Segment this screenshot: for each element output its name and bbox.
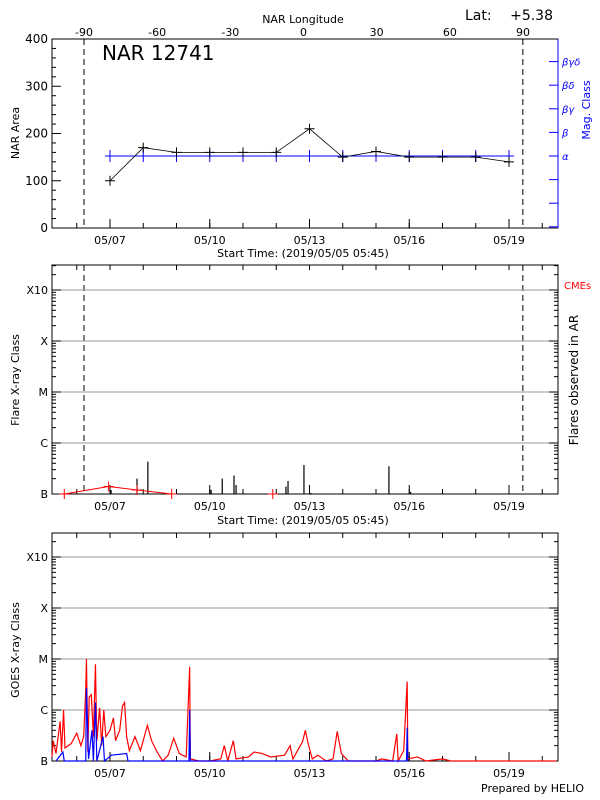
mag-class-tick-label: α <box>562 152 569 163</box>
y-tick-label: X <box>40 335 48 348</box>
top-axis-label: NAR Longitude <box>262 13 344 26</box>
y-tick-label: 0 <box>40 221 48 235</box>
x-tick-label: 05/07 <box>94 500 126 513</box>
area-marker <box>470 152 481 163</box>
area-marker <box>271 147 282 158</box>
y-tick-label: X10 <box>26 284 48 297</box>
plot-frame-2 <box>51 264 559 495</box>
area-marker <box>371 146 381 157</box>
y-tick-label: B <box>40 488 48 501</box>
nar-area-axis-label: NAR Area <box>9 107 22 159</box>
longitude-tick-label: 90 <box>516 26 530 39</box>
cme-marker <box>132 484 143 495</box>
y-tick-label: B <box>40 755 48 768</box>
cme-marker <box>166 489 177 499</box>
x-tick-label: 05/13 <box>294 500 326 513</box>
x-tick-label: 05/16 <box>393 500 425 513</box>
goes_short-line <box>55 687 409 763</box>
longitude-tick-label: 30 <box>370 26 384 39</box>
longitude-tick-label: 0 <box>300 26 307 39</box>
y-tick-label: X <box>40 602 48 615</box>
y-tick-label: 100 <box>25 174 48 188</box>
y-tick-label: 300 <box>25 79 48 93</box>
panel2-x-axis-label: Start Time: (2019/05/05 05:45) <box>217 514 389 527</box>
x-tick-label: 05/19 <box>493 767 525 780</box>
panel1-x-axis-label: Start Time: (2019/05/05 05:45) <box>217 247 389 260</box>
y-tick-label: M <box>39 653 49 666</box>
x-tick-label: 05/19 <box>493 234 525 247</box>
area-marker <box>171 147 182 158</box>
cme-marker <box>59 489 70 499</box>
credit-label: Prepared by HELIO <box>481 782 584 795</box>
mag-class-marker <box>304 150 315 162</box>
y-tick-label: 200 <box>25 127 48 141</box>
mag-class-tick-label: βδ <box>561 81 575 92</box>
lat-label: Lat: <box>465 8 492 24</box>
area-marker <box>138 142 149 153</box>
flares-observed-axis-label: Flares observed in AR <box>567 315 581 445</box>
flare-class-axis-label: Flare X-ray Class <box>9 334 22 426</box>
cme-marker <box>267 489 278 499</box>
area-marker <box>337 152 348 163</box>
x-tick-label: 05/13 <box>294 767 326 780</box>
cme-legend-label: CMEs <box>564 281 591 292</box>
region-title: NAR 12741 <box>102 41 215 65</box>
area-marker <box>404 152 415 163</box>
x-tick-label: 05/10 <box>194 234 226 247</box>
longitude-tick-label: 60 <box>443 26 457 39</box>
x-tick-label: 05/07 <box>94 234 126 247</box>
y-tick-label: 400 <box>25 32 48 46</box>
y-tick-label: M <box>39 386 49 399</box>
mag-class-tick-label: βγδ <box>561 58 580 69</box>
mag-class-tick-label: β <box>561 128 569 139</box>
x-tick-label: 05/07 <box>94 767 126 780</box>
x-tick-label: 05/16 <box>393 234 425 247</box>
area-marker <box>504 156 514 167</box>
mag-class-axis-label: Mag. Class <box>580 80 593 139</box>
y-tick-label: C <box>40 437 48 450</box>
x-tick-label: 05/13 <box>294 234 326 247</box>
area-marker <box>437 152 448 163</box>
area-marker <box>204 147 215 158</box>
cme-marker <box>103 481 114 492</box>
longitude-tick-label: -30 <box>221 26 239 39</box>
goes-class-axis-label: GOES X-ray Class <box>9 602 22 698</box>
x-tick-label: 05/16 <box>393 767 425 780</box>
y-tick-label: X10 <box>26 551 48 564</box>
area-marker <box>238 147 248 158</box>
y-tick-label: C <box>40 704 48 717</box>
area-marker <box>304 123 315 134</box>
x-tick-label: 05/10 <box>194 767 226 780</box>
longitude-tick-label: -90 <box>75 26 93 39</box>
plot-frame-1 <box>51 38 559 229</box>
x-tick-label: 05/19 <box>493 500 525 513</box>
mag-class-marker <box>105 150 115 162</box>
mag-class-tick-label: βγ <box>561 105 575 116</box>
area-marker <box>105 175 115 186</box>
lat-value: +5.38 <box>510 8 553 24</box>
cme-line <box>64 486 172 495</box>
plot-frame-3 <box>51 532 559 762</box>
longitude-tick-label: -60 <box>148 26 166 39</box>
x-tick-label: 05/10 <box>194 500 226 513</box>
